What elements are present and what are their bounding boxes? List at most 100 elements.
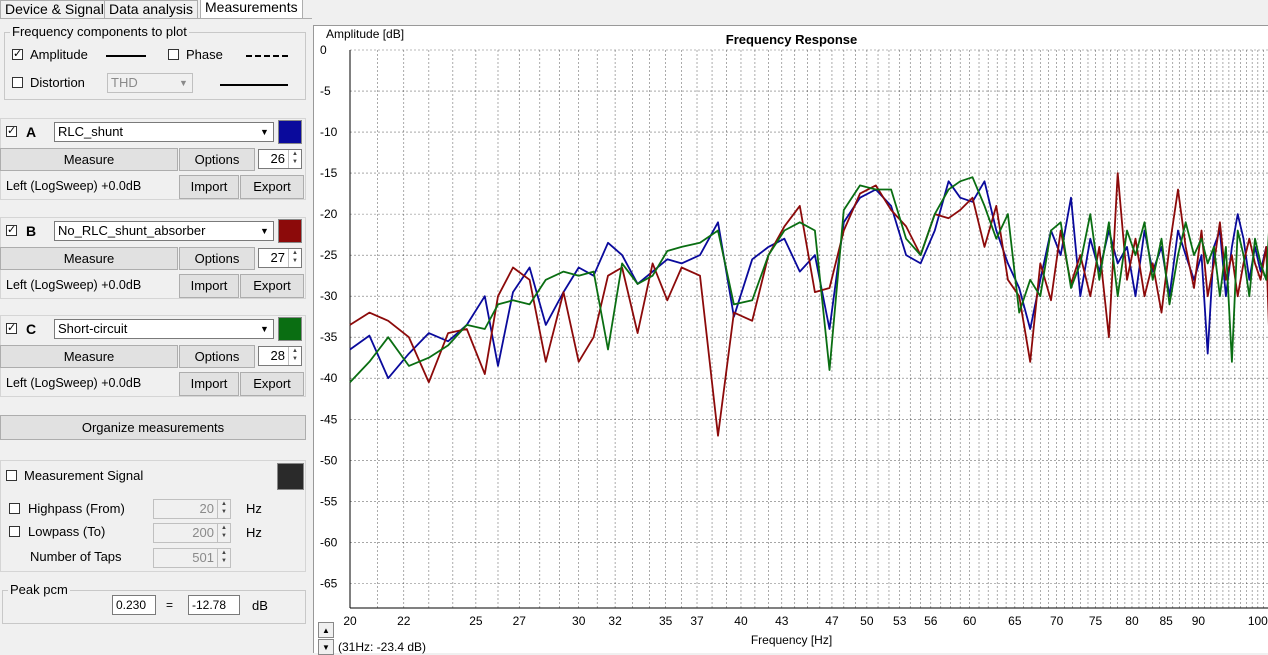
scroll-up-icon[interactable]: ▲: [318, 622, 334, 638]
series-line-2: [349, 176, 1268, 383]
x-tick-label: 35: [659, 614, 673, 628]
measurement-c-source: Left (LogSweep) +0.0dB: [6, 376, 142, 390]
y-tick-label: -65: [320, 576, 338, 590]
measurement-b-export-button[interactable]: Export: [240, 274, 304, 298]
tab-strip-border: [0, 18, 312, 19]
highpass-value: 20: [199, 501, 214, 516]
distortion-select-value: THD: [111, 75, 138, 90]
measurement-a-select[interactable]: RLC_shunt ▼: [54, 122, 274, 142]
measurement-a-color-swatch[interactable]: [278, 120, 302, 144]
x-tick-label: 47: [825, 614, 839, 628]
x-tick-label: 20: [343, 614, 357, 628]
organize-measurements-button[interactable]: Organize measurements: [0, 415, 306, 440]
measurement-c-color-swatch[interactable]: [278, 317, 302, 341]
x-tick-label: 37: [690, 614, 704, 628]
x-tick-label: 85: [1159, 614, 1173, 628]
highpass-stepper[interactable]: 20 ▲ ▼: [153, 499, 231, 519]
measurement-signal-checkbox[interactable]: [6, 470, 17, 481]
chevron-down-icon: ▼: [256, 123, 273, 141]
measurement-c-stepper[interactable]: 28 ▲ ▼: [258, 346, 302, 366]
chart-title: Frequency Response: [725, 32, 858, 47]
lowpass-label: Lowpass (To): [28, 524, 106, 539]
y-tick-label: -25: [320, 248, 338, 262]
x-tick-label: 70: [1050, 614, 1064, 628]
x-tick-label: 50: [860, 614, 874, 628]
lowpass-stepper[interactable]: 200 ▲ ▼: [153, 523, 231, 543]
measurement-c-options-button[interactable]: Options: [179, 345, 255, 368]
frequency-response-chart[interactable]: 0 -5 -10 -15 -20 -25 -30 -35 -40 -45 -50 -55 -60 -65 2…: [314, 26, 1268, 654]
taps-value: 501: [192, 550, 214, 565]
taps-stepper[interactable]: 501 ▲ ▼: [153, 548, 231, 568]
tab-data-analysis[interactable]: Data analysis: [104, 0, 199, 18]
lowpass-unit: Hz: [246, 525, 262, 540]
measurement-a-stepper-value: 26: [270, 151, 285, 166]
highpass-checkbox[interactable]: [9, 503, 20, 514]
measurement-signal-panel: [0, 460, 306, 572]
y-tick-label: -50: [320, 453, 338, 467]
measurement-b-checkbox[interactable]: ✓: [6, 224, 17, 236]
peak-pcm-value: 0.230: [112, 595, 156, 615]
measurement-b-letter: B: [26, 223, 37, 239]
y-tick-label: -40: [320, 371, 338, 385]
x-tick-label: 32: [608, 614, 622, 628]
phase-checkbox[interactable]: [168, 49, 179, 60]
tab-measurements[interactable]: Measurements: [200, 0, 303, 19]
measurement-a-export-button[interactable]: Export: [240, 175, 304, 199]
x-tick-label: 25: [469, 614, 483, 628]
y-tick-label: -45: [320, 412, 338, 426]
distortion-label: Distortion: [30, 75, 85, 90]
measurement-b-import-button[interactable]: Import: [179, 274, 239, 298]
x-tick-label: 40: [734, 614, 748, 628]
measurement-c-select[interactable]: Short-circuit ▼: [54, 319, 274, 339]
measurement-a-source: Left (LogSweep) +0.0dB: [6, 179, 142, 193]
chart-ylabel: Amplitude [dB]: [326, 27, 405, 41]
stepper-arrows-icon[interactable]: ▲ ▼: [217, 500, 230, 518]
measurement-c-import-button[interactable]: Import: [179, 372, 239, 396]
lowpass-checkbox[interactable]: [9, 526, 20, 537]
measurement-c-checkbox[interactable]: ✓: [6, 322, 17, 334]
amplitude-checkbox[interactable]: ✓: [12, 48, 23, 60]
amplitude-label: Amplitude: [30, 47, 88, 62]
distortion-checkbox[interactable]: [12, 77, 23, 88]
series-line-1: [349, 172, 1268, 437]
measurement-c-measure-button[interactable]: Measure: [0, 345, 178, 368]
stepper-arrows-icon[interactable]: ▲ ▼: [288, 249, 301, 267]
tab-device-signal[interactable]: Device & Signal: [0, 0, 109, 18]
measurement-b-stepper[interactable]: 27 ▲ ▼: [258, 248, 302, 268]
peak-equals-sign: =: [166, 598, 174, 612]
y-tick-label: -55: [320, 494, 338, 508]
x-tick-label: 90: [1192, 614, 1206, 628]
measurement-b-options-button[interactable]: Options: [179, 247, 255, 270]
highpass-unit: Hz: [246, 501, 262, 516]
measurement-c-export-button[interactable]: Export: [240, 372, 304, 396]
measurement-signal-color-swatch[interactable]: [277, 463, 304, 490]
freq-components-title: Frequency components to plot: [10, 24, 189, 39]
stepper-arrows-icon[interactable]: ▲ ▼: [288, 150, 301, 168]
measurement-a-name: RLC_shunt: [58, 124, 124, 139]
x-tick-label: 80: [1125, 614, 1139, 628]
distortion-select[interactable]: THD ▼: [107, 73, 193, 93]
peak-pcm-label: Peak pcm: [8, 582, 70, 597]
measurement-a-measure-button[interactable]: Measure: [0, 148, 178, 171]
measurement-a-checkbox[interactable]: ✓: [6, 125, 17, 137]
stepper-arrows-icon[interactable]: ▲ ▼: [288, 347, 301, 365]
stepper-arrows-icon[interactable]: ▲ ▼: [217, 524, 230, 542]
amplitude-line-sample: [106, 55, 146, 57]
measurement-b-color-swatch[interactable]: [278, 219, 302, 243]
measurement-c-name: Short-circuit: [58, 321, 128, 336]
frequency-response-plot[interactable]: 0 -5 -10 -15 -20 -25 -30 -35 -40 -45 -50 -55 -60 -65 2…: [313, 25, 1268, 655]
measurement-a-options-button[interactable]: Options: [179, 148, 255, 171]
measurement-c-stepper-value: 28: [270, 348, 285, 363]
measurement-b-measure-button[interactable]: Measure: [0, 247, 178, 270]
measurement-a-import-button[interactable]: Import: [179, 175, 239, 199]
taps-label: Number of Taps: [30, 549, 122, 564]
x-tick-label: 43: [775, 614, 789, 628]
chart-xlabel: Frequency [Hz]: [750, 633, 833, 647]
measurement-b-select[interactable]: No_RLC_shunt_absorber ▼: [54, 221, 274, 241]
peak-db-unit: dB: [252, 598, 268, 613]
measurement-a-stepper[interactable]: 26 ▲ ▼: [258, 149, 302, 169]
distortion-line-sample: [220, 84, 288, 86]
y-tick-label: -35: [320, 330, 338, 344]
x-tick-label: 22: [397, 614, 411, 628]
stepper-arrows-icon[interactable]: ▲ ▼: [217, 549, 230, 567]
